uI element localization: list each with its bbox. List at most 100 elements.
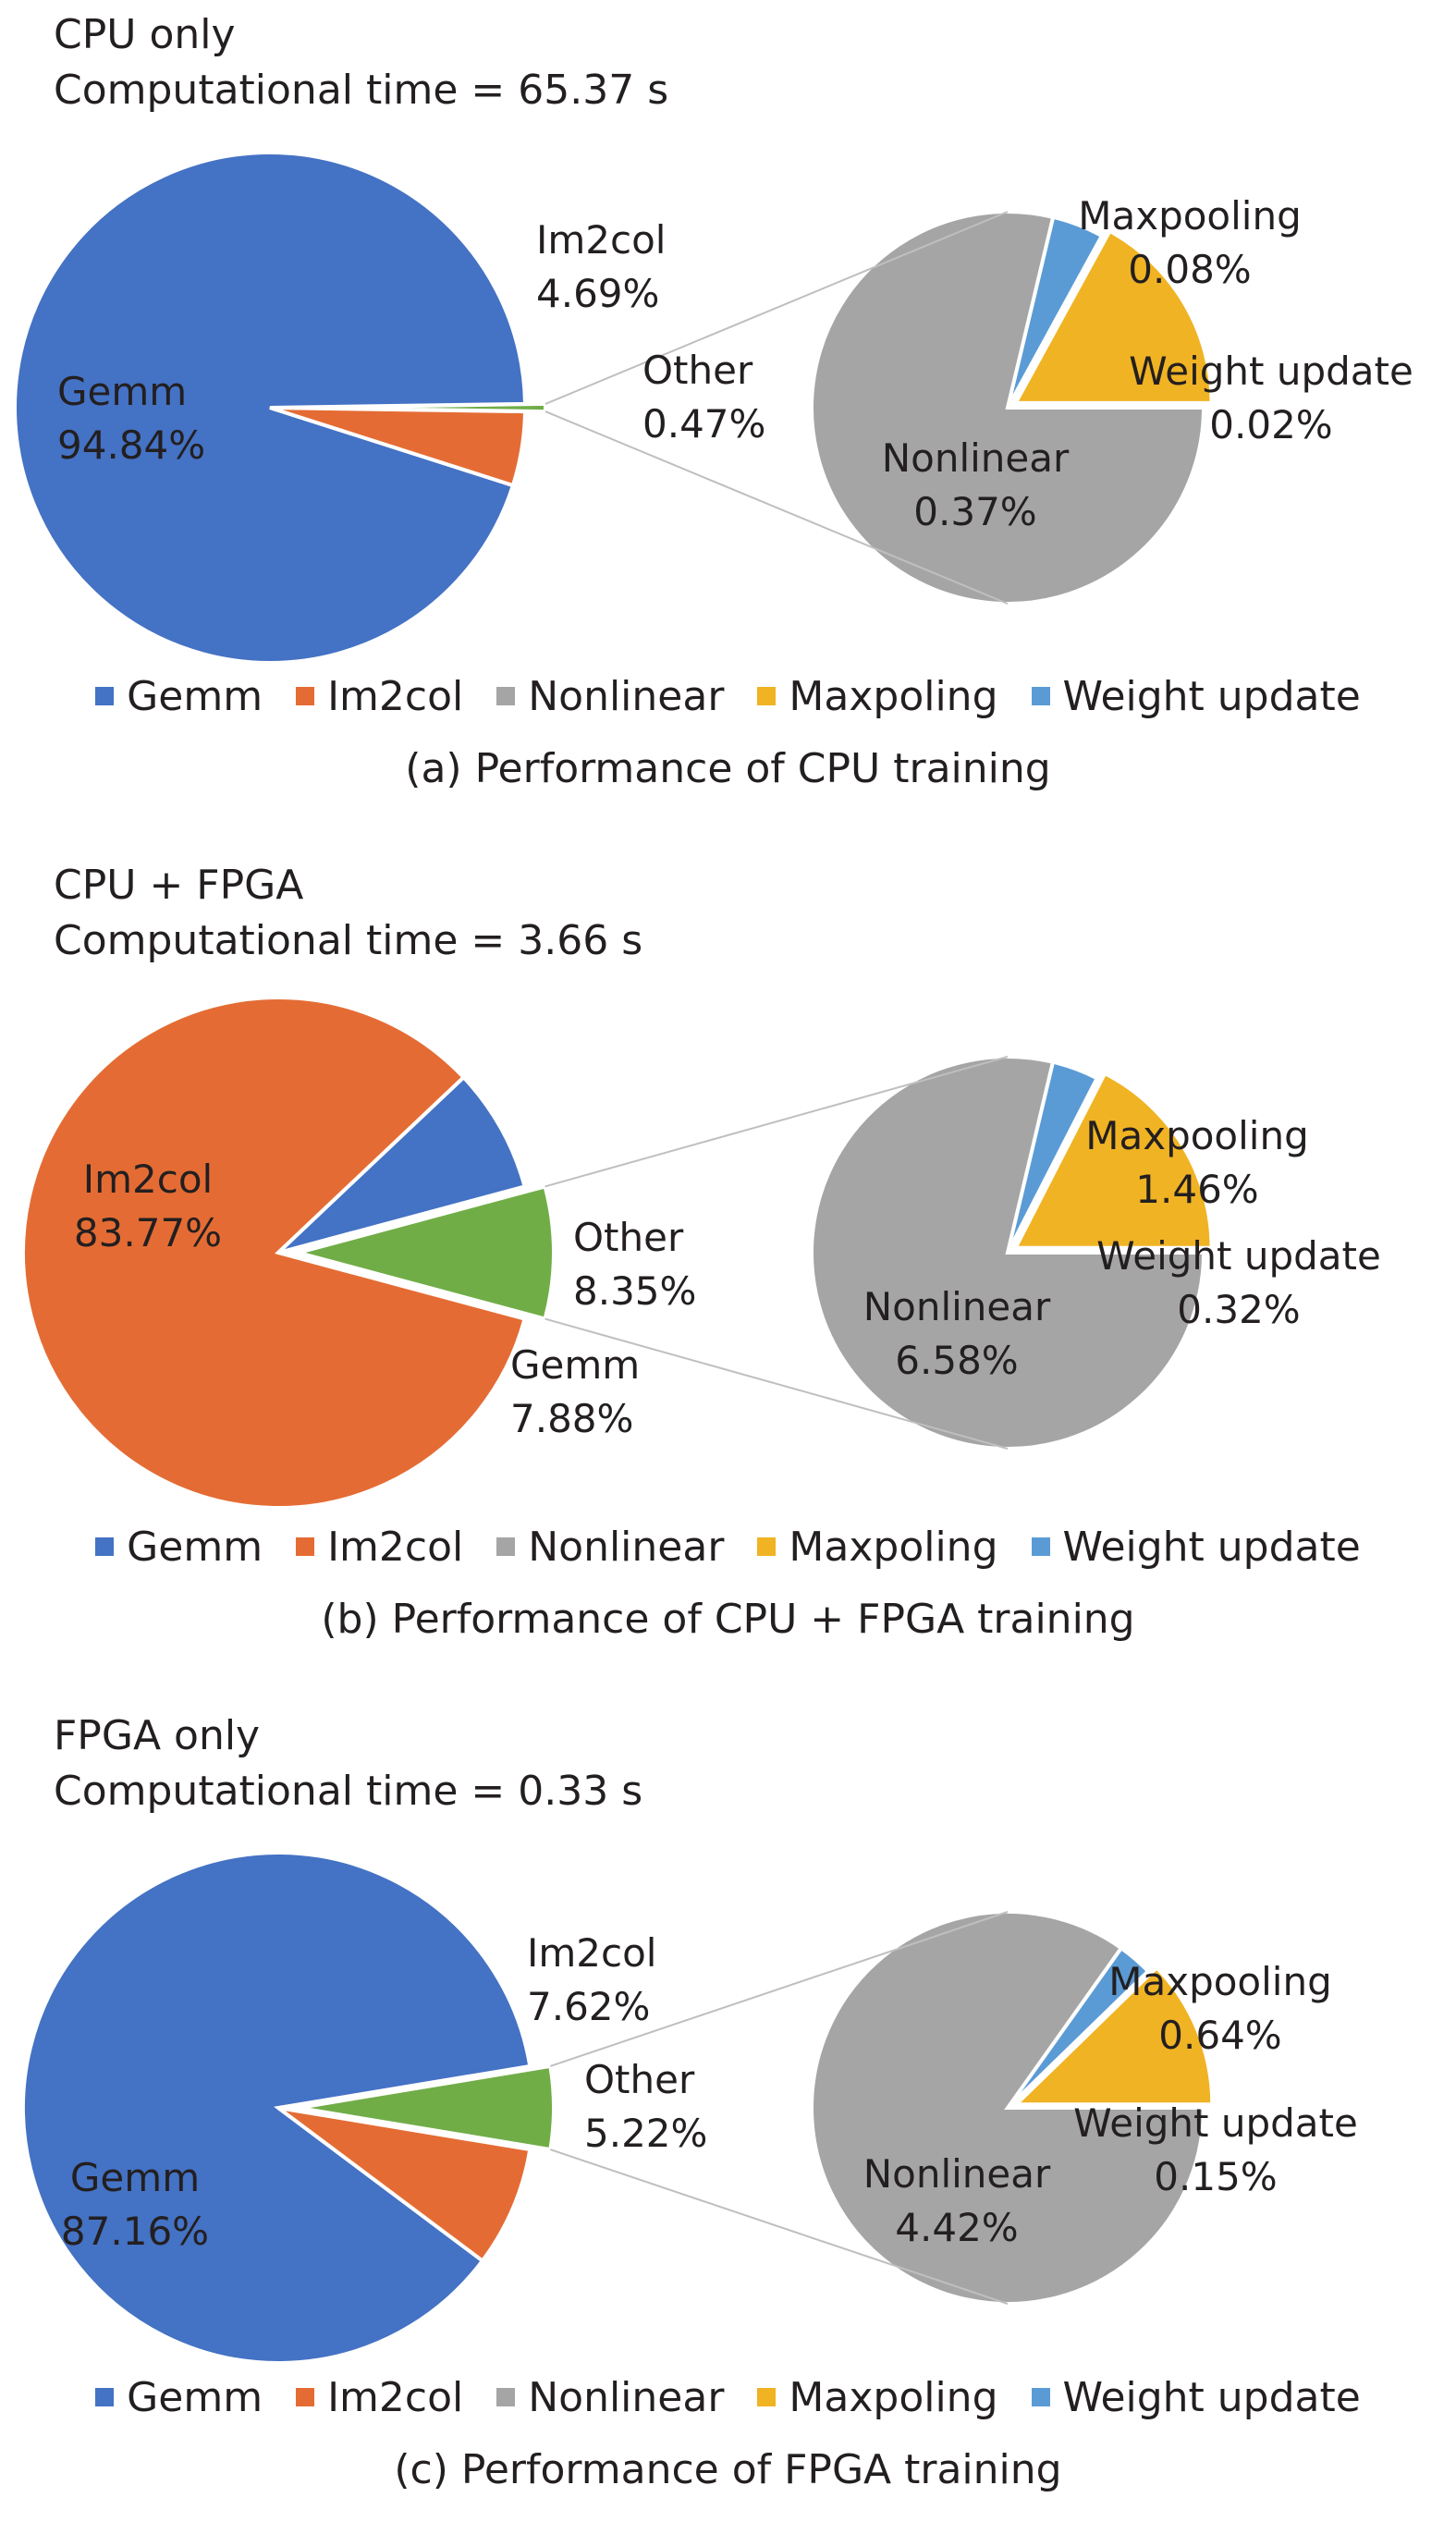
data-label-name: Weight update [1073,2100,1358,2146]
legend-swatch [496,2388,516,2406]
secondary-pie [810,1055,1214,1451]
data-label-value: 7.88% [510,1396,633,1441]
data-label-gemm: Gemm 94.84% [57,369,205,468]
main-pie [21,1851,556,2365]
legend-label: Weight update [1062,2374,1361,2421]
sub-slice-nonlinear [810,210,1206,606]
panel-a: CPU only Computational time = 65.37 s Ge… [0,0,1456,814]
sub-slice-maxpooling [1012,228,1214,405]
data-label-nonlinear: Nonlinear 0.37% [882,435,1070,534]
data-label-value: 0.64% [1158,2013,1281,2058]
data-label-nonlinear: Nonlinear 4.42% [863,2151,1051,2250]
legend-item-im2col: Im2col [296,673,463,720]
legend: Gemm Im2col Nonlinear Maxpoling Weight updat… [0,1524,1456,1571]
panel-label: FPGA only [54,1712,261,1759]
pie-slice-other [291,1183,556,1322]
legend-item-maxpoling: Maxpoling [757,1524,998,1571]
panel-label: CPU + FPGA [54,862,304,909]
data-label-value: 4.42% [895,2205,1018,2250]
chart-caption: (b) Performance of CPU + FPGA training [321,1596,1135,1643]
legend-label: Gemm [127,673,263,720]
data-label-name: Nonlinear [863,1284,1051,1329]
legend-label: Weight update [1062,673,1361,720]
legend-item-gemm: Gemm [95,1524,263,1571]
data-label-value: 87.16% [61,2209,209,2254]
connector-line-top [544,211,1009,405]
legend-item-nonlinear: Nonlinear [496,2374,724,2421]
legend-swatch [95,1537,115,1556]
legend-item-nonlinear: Nonlinear [496,1524,724,1571]
data-label-name: Gemm [57,369,187,414]
data-label-weight-update: Weight update 0.02% [1129,349,1413,447]
data-label-value: 0.15% [1154,2154,1277,2199]
panel-b: CPU + FPGA Computational time = 3.66 s I… [0,851,1456,1664]
sub-slice-nonlinear [810,1055,1206,1451]
computational-time: Computational time = 3.66 s [54,917,643,964]
secondary-pie [810,210,1214,606]
legend-label: Nonlinear [528,2374,725,2421]
data-label-weight-update: Weight update 0.32% [1096,1233,1381,1332]
data-label-name: Other [584,2057,695,2102]
pie-chart-a: Gemm 94.84% Im2col 4.69% Other 0.47% Maxpoolin… [13,150,1413,665]
legend-item-gemm: Gemm [95,673,263,720]
connector-line-bottom [544,1317,1009,1450]
connector-line-top [549,1911,1009,2067]
legend-item-maxpoling: Maxpoling [757,2374,998,2421]
legend-swatch [1031,687,1050,705]
data-label-name: Gemm [70,2155,200,2200]
sub-slice-nonlinear [810,1910,1206,2306]
data-label-maxpooling: Maxpooling 1.46% [1085,1113,1309,1212]
data-label-name: Weight update [1096,1233,1381,1279]
pie-chart-c: Gemm 87.16% Im2col 7.62% Other 5.22% Maxpoolin… [21,1851,1358,2365]
data-label-name: Im2col [536,217,666,263]
data-label-value: 0.37% [913,489,1036,534]
chart-caption: (a) Performance of CPU training [405,745,1051,792]
legend-swatch [496,687,516,705]
data-label-nonlinear: Nonlinear 6.58% [863,1284,1051,1383]
data-label-name: Other [573,1215,684,1260]
legend-swatch [757,2388,777,2406]
data-label-name: Maxpooling [1078,193,1302,239]
pie-chart-b: Im2col 83.77% Other 8.35% Gemm 7.88% Maxpoolin… [21,996,1381,1510]
legend-item-im2col: Im2col [296,1524,463,1571]
data-label-value: 0.47% [642,401,765,447]
data-label-value: 6.58% [895,1338,1018,1383]
data-label-value: 8.35% [573,1268,696,1314]
pie-slice-im2col [21,996,528,1510]
main-pie [13,150,548,665]
main-pie [21,996,556,1510]
legend-label: Gemm [127,2374,263,2421]
connector-line-top [544,1056,1009,1188]
computational-time: Computational time = 65.37 s [54,67,669,114]
legend-item-maxpoling: Maxpoling [757,673,998,720]
legend-label: Gemm [127,1524,263,1571]
data-label-name: Maxpooling [1085,1113,1309,1158]
pie-slice-gemm [276,1074,528,1255]
legend-label: Im2col [327,2374,464,2421]
pie-slice-other [298,2063,556,2152]
data-label-name: Im2col [527,1930,656,1976]
legend-label: Maxpoling [789,1524,998,1571]
connector-line-bottom [544,410,1009,605]
data-label-name: Gemm [510,1342,640,1388]
data-label-value: 94.84% [57,422,205,468]
legend-swatch [296,2388,315,2406]
panel-label: CPU only [54,11,236,58]
pie-slice-gemm [21,1851,532,2365]
legend-swatch [95,2388,115,2406]
legend-swatch [296,687,315,705]
data-label-value: 4.69% [536,271,659,316]
data-label-value: 0.08% [1128,247,1251,292]
legend-swatch [95,687,115,705]
data-label-maxpooling: Maxpooling 0.08% [1078,193,1302,292]
sub-slice-maxpooling [1012,1071,1214,1250]
legend-item-nonlinear: Nonlinear [496,673,724,720]
legend-label: Im2col [327,673,464,720]
data-label-im2col: Im2col 4.69% [536,217,666,316]
data-label-im2col: Im2col 7.62% [527,1930,656,2029]
data-label-gemm: Gemm 87.16% [61,2155,209,2254]
legend-swatch [296,1537,315,1556]
legend-label: Im2col [327,1524,464,1571]
legend-label: Nonlinear [528,673,725,720]
legend-label: Maxpoling [789,673,998,720]
